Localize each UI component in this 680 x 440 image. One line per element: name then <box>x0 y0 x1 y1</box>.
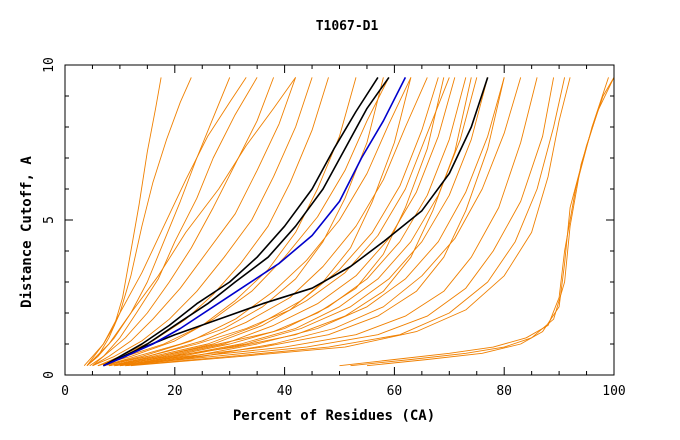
y-tick-label-0: 0 <box>42 371 57 379</box>
series-line-23 <box>108 77 450 367</box>
series-line-32 <box>339 77 609 367</box>
series-line-15 <box>114 77 538 367</box>
series-line-30 <box>86 77 296 367</box>
series-line-29 <box>125 77 522 367</box>
x-tick-label-40: 40 <box>277 384 293 399</box>
series-line-2 <box>86 77 192 367</box>
y-tick-label-10: 10 <box>42 57 57 73</box>
y-tick-label-5: 5 <box>42 216 57 224</box>
series-line-28 <box>125 77 505 367</box>
series-line-36 <box>103 76 390 367</box>
series-line-25 <box>114 77 467 367</box>
series-line-6 <box>92 77 297 367</box>
series-line-9 <box>97 77 357 367</box>
chart-title: T1067-D1 <box>316 19 379 34</box>
series-line-34 <box>366 77 614 367</box>
series-line-4 <box>89 77 258 367</box>
series-line-7 <box>92 77 313 367</box>
series-line-35 <box>103 76 379 367</box>
series-line-22 <box>108 77 439 367</box>
x-tick-label-100: 100 <box>602 384 625 399</box>
x-tick-label-0: 0 <box>61 384 69 399</box>
series-line-27 <box>119 77 489 367</box>
series-line-21 <box>103 77 428 367</box>
series-line-19 <box>97 77 390 367</box>
series-line-31 <box>86 77 247 366</box>
x-tick-label-60: 60 <box>387 384 403 399</box>
series-line-37 <box>103 77 489 367</box>
series-line-26 <box>119 77 478 367</box>
series-line-20 <box>103 77 412 367</box>
series-line-8 <box>97 77 329 367</box>
series-line-14 <box>114 77 505 367</box>
x-tick-label-20: 20 <box>167 384 183 399</box>
series-line-1 <box>83 77 162 366</box>
series-line-5 <box>92 77 275 367</box>
series-layer <box>83 76 614 367</box>
series-line-18 <box>130 77 571 367</box>
x-axis-label: Percent of Residues (CA) <box>233 408 435 424</box>
y-axis-label: Distance Cutoff, A <box>19 156 35 308</box>
series-line-38 <box>103 77 407 367</box>
x-tick-label-80: 80 <box>496 384 512 399</box>
ticks-layer: 0 20 40 60 80 100 0 5 10 <box>42 57 626 399</box>
series-line-16 <box>119 77 555 367</box>
series-line-17 <box>125 77 566 367</box>
series-line-24 <box>114 77 456 367</box>
